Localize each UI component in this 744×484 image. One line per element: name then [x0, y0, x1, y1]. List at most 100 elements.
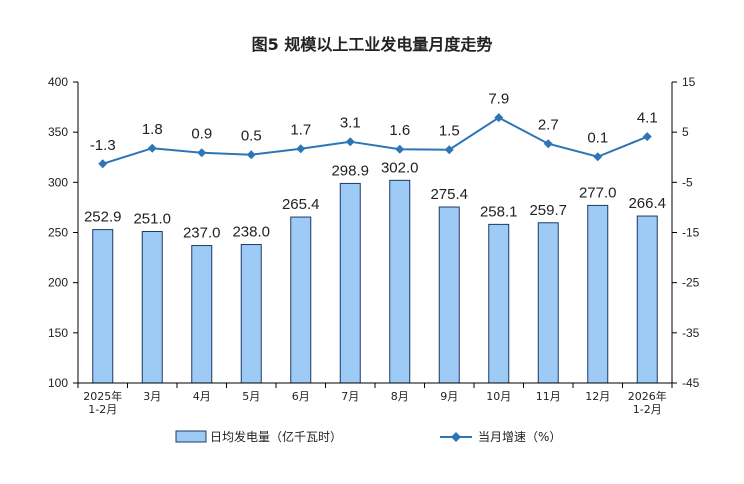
x-tick-label-line: 10月 — [486, 390, 511, 403]
legend: 日均发电量（亿千瓦时） 当月增速（%） — [175, 429, 561, 444]
x-tick-label: 10月 — [486, 390, 511, 403]
bar-label: 275.4 — [430, 186, 468, 203]
bar — [141, 230, 163, 384]
x-tick-label-line: 2025年 — [83, 389, 122, 403]
x-tick-label-line: 6月 — [292, 390, 310, 403]
right-tick-label: -25 — [682, 276, 700, 290]
growth-point — [345, 137, 355, 147]
x-tick-label-line: 11月 — [536, 390, 561, 403]
bar — [636, 215, 658, 384]
legend-bar-swatch — [175, 430, 207, 443]
bar — [389, 179, 411, 384]
growth-point — [98, 159, 108, 169]
bar-label: 237.0 — [183, 225, 221, 242]
growth-label: 3.1 — [340, 115, 361, 132]
bar — [290, 216, 312, 384]
data-labels: 252.9 251.0 237.0 238.0 265.4 298.9 302.0 275.4… — [84, 91, 666, 242]
growth-label: -1.3 — [90, 137, 116, 154]
bar-label: 251.0 — [133, 210, 171, 227]
growth-polyline — [102, 116, 648, 165]
bar-label: 238.0 — [232, 224, 270, 241]
bar — [438, 206, 460, 384]
growth-label: 1.6 — [389, 122, 410, 139]
bar — [587, 204, 609, 384]
left-tick-label: 100 — [48, 376, 68, 390]
growth-point — [642, 132, 652, 142]
growth-label: 2.7 — [538, 117, 559, 134]
bar — [339, 182, 361, 384]
chart-title: 图5 规模以上工业发电量月度走势 — [252, 35, 493, 54]
bar-label: 266.4 — [628, 195, 666, 212]
x-tick-label: 11月 — [536, 390, 561, 403]
right-tick-label: -15 — [682, 226, 700, 240]
bar — [488, 223, 510, 384]
x-tick-label: 5月 — [242, 390, 260, 403]
growth-label: 0.5 — [241, 128, 262, 145]
x-tick-label-line: 1-2月 — [633, 403, 662, 416]
bars — [92, 179, 658, 384]
growth-label: 7.9 — [488, 91, 509, 108]
growth-label: 1.5 — [439, 123, 460, 140]
growth-point — [395, 144, 405, 154]
bar — [240, 244, 262, 384]
growth-point — [147, 143, 157, 153]
bar — [191, 245, 213, 384]
growth-point — [296, 144, 306, 154]
bar-label: 265.4 — [282, 196, 320, 213]
x-tick-label-line: 8月 — [391, 390, 409, 403]
x-tick-label: 7月 — [341, 390, 359, 403]
legend-line-marker — [451, 432, 461, 442]
bar-label: 277.0 — [579, 184, 617, 201]
right-tick-label: -45 — [682, 376, 700, 390]
left-tick-label: 150 — [48, 326, 68, 340]
x-tick-label-line: 9月 — [440, 390, 458, 403]
axes: 100 -45 150 -35 200 -25 250 -15 300 -5 350 5 400 15 20… — [48, 75, 700, 416]
growth-label: 0.9 — [191, 126, 212, 143]
legend-line-label: 当月增速（%） — [478, 430, 561, 444]
left-tick-label: 350 — [48, 125, 68, 139]
right-tick-label: -35 — [682, 326, 700, 340]
bar-label: 302.0 — [381, 159, 419, 176]
bar-label: 252.9 — [84, 209, 122, 226]
x-tick-label-line: 3月 — [143, 390, 161, 403]
x-tick-label: 2026年 1-2月 — [628, 389, 667, 416]
x-tick-label-line: 7月 — [341, 390, 359, 403]
right-tick-label: 15 — [682, 75, 696, 89]
x-tick-label-line: 5月 — [242, 390, 260, 403]
growth-label: 1.8 — [142, 121, 163, 138]
x-tick-label: 9月 — [440, 390, 458, 403]
x-tick-label-line: 4月 — [193, 390, 211, 403]
bar — [92, 229, 114, 384]
left-tick-label: 250 — [48, 226, 68, 240]
x-tick-label-line: 1-2月 — [88, 403, 117, 416]
x-tick-label-line: 2026年 — [628, 389, 667, 403]
bar-label: 298.9 — [331, 162, 369, 179]
growth-label: 4.1 — [637, 110, 658, 127]
right-tick-label: -5 — [682, 175, 693, 189]
growth-point — [494, 113, 504, 123]
growth-point — [246, 150, 256, 160]
bar-label: 258.1 — [480, 203, 518, 220]
legend-bar-label: 日均发电量（亿千瓦时） — [210, 429, 342, 444]
left-tick-label: 200 — [48, 276, 68, 290]
x-tick-label: 12月 — [585, 390, 610, 403]
growth-label: 1.7 — [290, 122, 311, 139]
x-tick-label: 8月 — [391, 390, 409, 403]
x-tick-label-line: 12月 — [585, 390, 610, 403]
left-tick-label: 300 — [48, 175, 68, 189]
growth-label: 0.1 — [587, 130, 608, 147]
x-tick-label: 2025年 1-2月 — [83, 389, 122, 416]
left-tick-label: 400 — [48, 75, 68, 89]
x-tick-label: 6月 — [292, 390, 310, 403]
bar-label: 259.7 — [529, 202, 567, 219]
right-tick-label: 5 — [682, 125, 689, 139]
growth-point — [444, 145, 454, 155]
bar — [537, 222, 559, 384]
x-tick-label: 3月 — [143, 390, 161, 403]
growth-point — [197, 148, 207, 158]
growth-point — [543, 139, 553, 149]
growth-line — [98, 113, 652, 169]
growth-point — [593, 152, 603, 162]
x-tick-label: 4月 — [193, 390, 211, 403]
